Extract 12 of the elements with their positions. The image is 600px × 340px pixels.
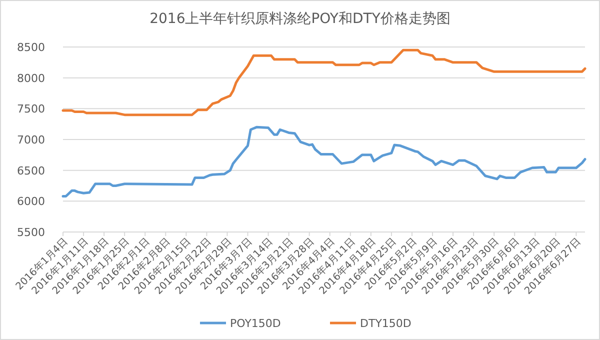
line-series [62,126,586,198]
y-tick-label: 7500 [17,102,45,116]
y-tick-label: 6500 [17,164,45,178]
y-tick-label: 8000 [17,72,45,85]
legend-label: POY150D [230,317,281,330]
legend-label: DTY150D [360,317,412,330]
y-tick-label: 6000 [17,195,45,208]
line-series [62,48,586,116]
y-tick-label: 7000 [17,134,45,146]
y-tick-label: 5500 [17,226,45,239]
chart-title: 2016上半年针织原料涤纶POY和DTY价格走势图 [150,11,450,27]
y-tick-label: 8500 [17,41,45,54]
